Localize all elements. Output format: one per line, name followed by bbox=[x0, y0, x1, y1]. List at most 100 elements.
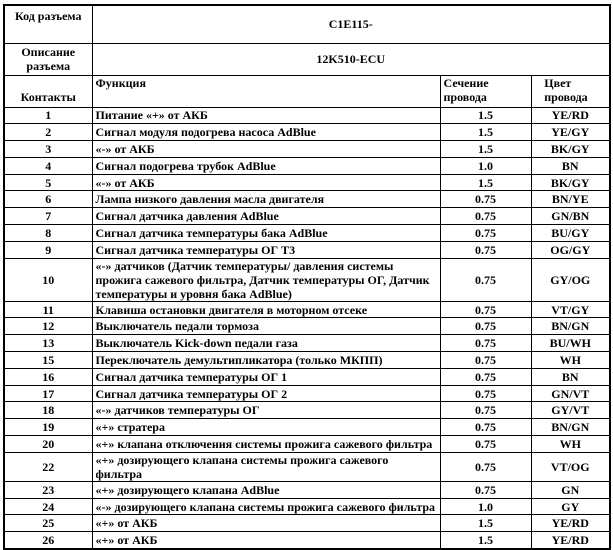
wire-color-cell: BN bbox=[530, 367, 611, 386]
table-row: 12 Выключатель педали тормоза 0.75 BN/GN bbox=[3, 317, 611, 336]
col-header-function: Функция bbox=[91, 74, 441, 108]
connector-description-row: Описание разъема 12K510-ECU bbox=[3, 42, 611, 76]
table-row: 4 Сигнал подогрева трубок AdBlue 1.0 BN bbox=[3, 156, 611, 175]
wire-section-cell: 0.75 bbox=[439, 207, 532, 226]
wire-section-cell: 0.75 bbox=[439, 351, 532, 369]
function-cell: Выключатель педали тормоза bbox=[91, 317, 441, 336]
pin-cell: 1 bbox=[3, 106, 93, 125]
pin-cell: 12 bbox=[3, 317, 93, 336]
table-row: 16 Сигнал датчика температуры ОГ 1 0.75 BN bbox=[3, 367, 611, 386]
wire-section-cell: 0.75 bbox=[439, 257, 532, 302]
column-headers-row: Контакты Функция Сечение провода Цвет пр… bbox=[3, 74, 611, 108]
table-row: 22 «+» дозирующего клапана системы прожиг… bbox=[3, 451, 611, 482]
pin-cell: 16 bbox=[3, 367, 93, 386]
function-cell: Переключатель демультипликатора (только … bbox=[91, 351, 441, 369]
function-cell: Сигнал подогрева трубок AdBlue bbox=[91, 156, 441, 175]
function-cell: Лампа низкого давления масла двигателя bbox=[91, 190, 441, 209]
function-cell: «+» от АКБ bbox=[91, 514, 441, 533]
wire-section-cell: 1.5 bbox=[439, 173, 532, 192]
wire-color-cell: BN/YE bbox=[530, 190, 611, 209]
pin-cell: 10 bbox=[3, 257, 93, 302]
wire-section-cell: 1.0 bbox=[439, 497, 532, 516]
connector-code-value: C1E115- bbox=[91, 4, 611, 44]
wire-color-cell: VT/GY bbox=[530, 300, 611, 319]
pin-cell: 6 bbox=[3, 190, 93, 209]
connector-code-label: Код разъема bbox=[3, 4, 93, 44]
wire-section-cell: 0.75 bbox=[439, 418, 532, 437]
wire-color-cell: WH bbox=[530, 435, 611, 453]
pin-cell: 15 bbox=[3, 351, 93, 369]
wire-color-cell: OG/GY bbox=[530, 240, 611, 259]
function-cell: Клавиша остановки двигателя в моторном о… bbox=[91, 300, 441, 319]
table-row: 11 Клавиша остановки двигателя в моторном… bbox=[3, 300, 611, 319]
table-row: 2 Сигнал модуля подогрева насоса AdBlue 1.… bbox=[3, 123, 611, 142]
table-row: 25 «+» от АКБ 1.5 YE/RD bbox=[3, 514, 611, 533]
function-cell: Сигнал датчика температуры бака AdBlue bbox=[91, 224, 441, 242]
pin-cell: 2 bbox=[3, 123, 93, 142]
table-row: 15 Переключатель демультипликатора (тольк… bbox=[3, 351, 611, 369]
table-header-block: Код разъема C1E115- Описание разъема 12K… bbox=[3, 4, 611, 108]
function-cell: «-» от АКБ bbox=[91, 140, 441, 158]
wire-color-cell: BU/WH bbox=[530, 334, 611, 353]
pin-cell: 11 bbox=[3, 300, 93, 319]
wire-color-cell: GY bbox=[530, 497, 611, 516]
wire-section-cell: 0.75 bbox=[439, 334, 532, 353]
wire-color-cell: BK/GY bbox=[530, 173, 611, 192]
table-row: 20 «+» клапана отключения системы прожига… bbox=[3, 435, 611, 453]
wire-color-cell: GN bbox=[530, 480, 611, 499]
wire-color-cell: WH bbox=[530, 351, 611, 369]
connector-description-label: Описание разъема bbox=[3, 42, 93, 76]
function-cell: «-» от АКБ bbox=[91, 173, 441, 192]
function-cell: «+» дозирующего клапана системы прожига … bbox=[91, 451, 441, 482]
pin-cell: 4 bbox=[3, 156, 93, 175]
wire-section-cell: 1.5 bbox=[439, 514, 532, 533]
pin-cell: 7 bbox=[3, 207, 93, 226]
wire-color-cell: BN bbox=[530, 156, 611, 175]
wire-section-cell: 0.75 bbox=[439, 240, 532, 259]
wire-section-cell: 0.75 bbox=[439, 317, 532, 336]
pin-rows: 1 Питание «+» от АКБ 1.5 YE/RD 2 Сигнал модул… bbox=[3, 106, 611, 550]
pin-cell: 3 bbox=[3, 140, 93, 158]
col-header-wire-section: Сечение провода bbox=[439, 74, 532, 108]
wire-color-cell: BN/GN bbox=[530, 317, 611, 336]
connector-pinout-table: Код разъема C1E115- Описание разъема 12K… bbox=[3, 4, 611, 550]
wire-section-cell: 0.75 bbox=[439, 190, 532, 209]
connector-description-value: 12K510-ECU bbox=[91, 42, 611, 76]
wire-color-cell: BU/GY bbox=[530, 224, 611, 242]
wire-section-cell: 0.75 bbox=[439, 224, 532, 242]
table-row: 10 «-» датчиков (Датчик температуры/ давл… bbox=[3, 257, 611, 302]
wire-section-cell: 1.0 bbox=[439, 156, 532, 175]
wire-color-cell: YE/RD bbox=[530, 514, 611, 533]
function-cell: Сигнал датчика давления AdBlue bbox=[91, 207, 441, 226]
table-row: 6 Лампа низкого давления масла двигателя 0… bbox=[3, 190, 611, 209]
table-row: 23 «+» дозирующего клапана AdBlue 0.75 GN bbox=[3, 480, 611, 499]
wire-section-cell: 1.5 bbox=[439, 140, 532, 158]
pin-cell: 17 bbox=[3, 384, 93, 403]
wire-color-cell: VT/OG bbox=[530, 451, 611, 482]
function-cell: «+» дозирующего клапана AdBlue bbox=[91, 480, 441, 499]
pin-cell: 5 bbox=[3, 173, 93, 192]
table-row: 7 Сигнал датчика давления AdBlue 0.75 GN/BN bbox=[3, 207, 611, 226]
pin-cell: 18 bbox=[3, 401, 93, 420]
table-row: 8 Сигнал датчика температуры бака AdBlue 0… bbox=[3, 224, 611, 242]
function-cell: Сигнал модуля подогрева насоса AdBlue bbox=[91, 123, 441, 142]
table-row: 3 «-» от АКБ 1.5 BK/GY bbox=[3, 140, 611, 158]
wire-color-cell: GN/VT bbox=[530, 384, 611, 403]
table-row: 26 «+» от АКБ 1.5 YE/RD bbox=[3, 531, 611, 550]
function-cell: «-» датчиков температуры ОГ bbox=[91, 401, 441, 420]
wire-color-cell: BK/GY bbox=[530, 140, 611, 158]
wire-section-cell: 0.75 bbox=[439, 300, 532, 319]
function-cell: «+» от АКБ bbox=[91, 531, 441, 550]
document-page: Код разъема C1E115- Описание разъема 12K… bbox=[3, 4, 611, 550]
pin-cell: 23 bbox=[3, 480, 93, 499]
wire-color-cell: YE/RD bbox=[530, 531, 611, 550]
pin-cell: 26 bbox=[3, 531, 93, 550]
wire-color-cell: GY/OG bbox=[530, 257, 611, 302]
function-cell: Сигнал датчика температуры ОГ Т3 bbox=[91, 240, 441, 259]
function-cell: «+» стратера bbox=[91, 418, 441, 437]
wire-section-cell: 1.5 bbox=[439, 123, 532, 142]
connector-code-row: Код разъема C1E115- bbox=[3, 4, 611, 44]
wire-color-cell: GN/BN bbox=[530, 207, 611, 226]
wire-section-cell: 0.75 bbox=[439, 384, 532, 403]
wire-section-cell: 0.75 bbox=[439, 451, 532, 482]
